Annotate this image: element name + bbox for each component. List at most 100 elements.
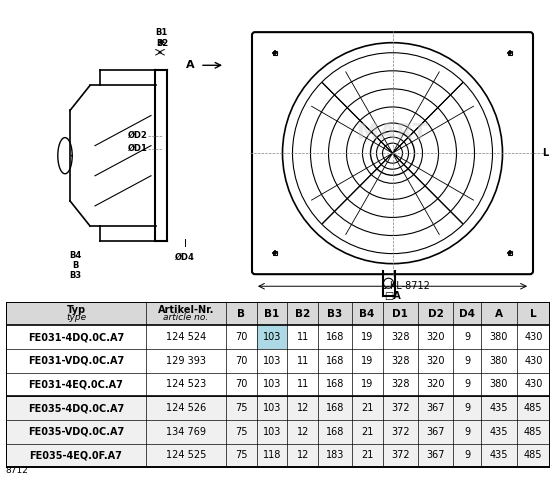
Text: ØD1: ØD1 xyxy=(128,144,148,153)
Bar xyxy=(257,325,288,349)
Text: article no.: article no. xyxy=(163,313,209,321)
Text: FE031-4DQ.0C.A7: FE031-4DQ.0C.A7 xyxy=(28,332,124,342)
Text: 9: 9 xyxy=(464,332,470,342)
Text: 168: 168 xyxy=(326,356,344,366)
Text: B4: B4 xyxy=(69,251,81,260)
Text: 11: 11 xyxy=(297,379,309,389)
Text: FE031-4EQ.0C.A7: FE031-4EQ.0C.A7 xyxy=(29,379,123,389)
Text: 430: 430 xyxy=(524,332,542,342)
Text: type: type xyxy=(66,313,86,321)
Text: 430: 430 xyxy=(524,356,542,366)
Text: 380: 380 xyxy=(490,379,508,389)
Text: 103: 103 xyxy=(263,403,281,413)
Text: B: B xyxy=(72,261,78,270)
Text: B3: B3 xyxy=(69,271,81,280)
Text: 168: 168 xyxy=(326,332,344,342)
Bar xyxy=(6,302,550,325)
Text: 103: 103 xyxy=(263,356,281,366)
Text: 103: 103 xyxy=(263,427,281,437)
Text: MART: MART xyxy=(357,123,428,143)
Text: 19: 19 xyxy=(361,379,373,389)
Text: 70: 70 xyxy=(235,356,248,366)
Text: 129 393: 129 393 xyxy=(166,356,206,366)
Text: 21: 21 xyxy=(361,427,373,437)
Text: B: B xyxy=(237,308,245,319)
Text: 435: 435 xyxy=(490,427,508,437)
Text: D1: D1 xyxy=(392,308,408,319)
Text: 435: 435 xyxy=(490,450,508,460)
Text: 328: 328 xyxy=(391,332,409,342)
Text: 183: 183 xyxy=(326,450,344,460)
Text: 12: 12 xyxy=(296,450,309,460)
Text: ØD4: ØD4 xyxy=(175,253,195,262)
Text: 8712: 8712 xyxy=(6,467,29,476)
Text: □A: □A xyxy=(384,291,401,301)
Text: FE035-4EQ.0F.A7: FE035-4EQ.0F.A7 xyxy=(30,450,123,460)
Text: Typ: Typ xyxy=(67,305,86,315)
Text: Artikel-Nr.: Artikel-Nr. xyxy=(158,305,214,315)
Text: 124 524: 124 524 xyxy=(166,332,206,342)
Text: 124 525: 124 525 xyxy=(166,450,206,460)
Text: 11: 11 xyxy=(297,356,309,366)
Text: 21: 21 xyxy=(361,450,373,460)
Text: D4: D4 xyxy=(459,308,475,319)
Text: 75: 75 xyxy=(235,427,248,437)
Text: 70: 70 xyxy=(235,332,248,342)
Text: 380: 380 xyxy=(490,332,508,342)
Text: 21: 21 xyxy=(361,403,373,413)
Text: 124 523: 124 523 xyxy=(166,379,206,389)
Text: 380: 380 xyxy=(490,356,508,366)
Text: 168: 168 xyxy=(326,427,344,437)
Text: B1: B1 xyxy=(265,308,279,319)
Text: 320: 320 xyxy=(426,356,445,366)
Text: 70: 70 xyxy=(235,379,248,389)
Text: B3: B3 xyxy=(327,308,343,319)
Text: L-KL-8712: L-KL-8712 xyxy=(381,281,430,291)
Text: B4: B4 xyxy=(360,308,375,319)
Bar xyxy=(6,325,550,349)
Text: 9: 9 xyxy=(464,403,470,413)
Text: 19: 19 xyxy=(361,356,373,366)
Text: 118: 118 xyxy=(263,450,281,460)
Text: 11: 11 xyxy=(297,332,309,342)
Text: 320: 320 xyxy=(426,379,445,389)
Text: 485: 485 xyxy=(524,403,542,413)
Bar xyxy=(6,420,550,444)
Bar xyxy=(6,373,550,396)
Text: 19: 19 xyxy=(361,332,373,342)
Text: 9: 9 xyxy=(464,379,470,389)
Text: 12: 12 xyxy=(296,403,309,413)
Text: 372: 372 xyxy=(391,403,410,413)
Text: 9: 9 xyxy=(464,356,470,366)
Text: FE031-VDQ.0C.A7: FE031-VDQ.0C.A7 xyxy=(28,356,124,366)
Text: 103: 103 xyxy=(263,332,281,342)
Text: 12: 12 xyxy=(296,427,309,437)
Text: 168: 168 xyxy=(326,403,344,413)
Text: FE035-4DQ.0C.A7: FE035-4DQ.0C.A7 xyxy=(28,403,124,413)
Text: 372: 372 xyxy=(391,427,410,437)
Text: A: A xyxy=(495,308,503,319)
FancyBboxPatch shape xyxy=(252,32,533,274)
Text: 485: 485 xyxy=(524,450,542,460)
Text: 372: 372 xyxy=(391,450,410,460)
Text: 9: 9 xyxy=(464,450,470,460)
Text: 9: 9 xyxy=(464,427,470,437)
Text: L: L xyxy=(542,148,548,158)
Text: L: L xyxy=(530,308,537,319)
Text: B1: B1 xyxy=(155,28,168,37)
Text: ØD2: ØD2 xyxy=(128,131,148,140)
Text: 168: 168 xyxy=(326,379,344,389)
Text: 367: 367 xyxy=(426,427,445,437)
Text: 367: 367 xyxy=(426,450,445,460)
Text: 124 526: 124 526 xyxy=(166,403,206,413)
Text: A: A xyxy=(186,60,195,70)
Text: FE035-VDQ.0C.A7: FE035-VDQ.0C.A7 xyxy=(28,427,124,437)
Text: 328: 328 xyxy=(391,356,409,366)
Bar xyxy=(6,396,550,420)
Text: 134 769: 134 769 xyxy=(166,427,206,437)
Text: 367: 367 xyxy=(426,403,445,413)
Text: 485: 485 xyxy=(524,427,542,437)
Text: 75: 75 xyxy=(235,450,248,460)
Text: 103: 103 xyxy=(263,379,281,389)
Text: B2: B2 xyxy=(156,39,168,48)
